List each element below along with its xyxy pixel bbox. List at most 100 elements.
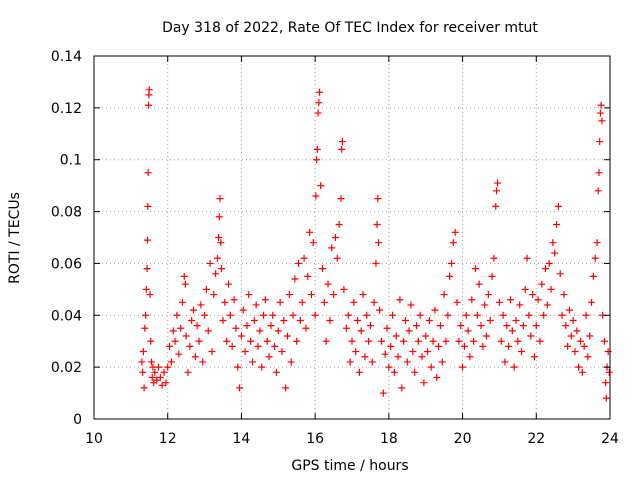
data-point <box>295 259 303 267</box>
data-point <box>190 306 198 314</box>
x-tick-label: 22 <box>527 431 545 447</box>
data-point <box>143 236 151 244</box>
data-point <box>225 280 233 288</box>
data-point <box>285 291 293 299</box>
data-point <box>418 353 426 361</box>
data-point <box>558 311 566 319</box>
data-point <box>216 195 224 203</box>
data-point <box>223 337 231 345</box>
data-point <box>547 285 555 293</box>
data-point <box>142 285 150 293</box>
data-point <box>317 182 325 190</box>
data-point <box>155 363 162 371</box>
data-point <box>304 272 312 280</box>
data-point <box>151 368 159 376</box>
data-point <box>464 327 472 335</box>
data-point <box>425 316 433 324</box>
data-point <box>385 363 393 371</box>
data-point <box>448 259 456 267</box>
data-point <box>232 324 240 332</box>
data-point <box>588 298 596 306</box>
data-point <box>237 332 245 340</box>
data-point <box>201 311 209 319</box>
data-point <box>156 374 164 382</box>
data-point <box>488 272 496 280</box>
data-point <box>494 179 502 187</box>
data-point <box>457 322 465 330</box>
data-point <box>284 332 291 340</box>
data-point <box>373 221 381 229</box>
data-point <box>191 353 199 361</box>
data-point <box>219 316 227 324</box>
data-point <box>248 358 256 366</box>
data-point <box>309 239 317 247</box>
data-point <box>333 254 341 262</box>
data-point <box>352 348 360 356</box>
data-point <box>359 291 367 299</box>
data-point <box>355 368 363 376</box>
data-point <box>518 348 526 356</box>
data-point <box>530 353 538 361</box>
data-point <box>313 156 321 164</box>
data-point <box>177 324 185 332</box>
data-point <box>569 316 577 324</box>
data-point <box>407 301 415 309</box>
data-point <box>565 306 573 314</box>
data-point <box>357 327 365 335</box>
chart-title: Day 318 of 2022, Rate Of TEC Index for r… <box>162 20 538 36</box>
data-point <box>538 280 546 288</box>
data-point <box>560 291 568 299</box>
data-point <box>466 353 474 361</box>
data-point <box>409 348 417 356</box>
data-point <box>230 296 238 304</box>
data-point <box>519 322 527 330</box>
data-point <box>602 379 610 387</box>
plot-frame <box>93 55 611 420</box>
data-point <box>460 342 468 350</box>
data-point <box>166 342 174 350</box>
data-point <box>221 298 229 306</box>
data-point <box>438 358 446 366</box>
grid-lines <box>94 56 610 419</box>
data-point <box>307 291 315 299</box>
data-point <box>396 296 404 304</box>
data-point <box>144 202 152 210</box>
data-point <box>139 368 147 376</box>
data-point <box>350 298 358 306</box>
data-point <box>578 368 586 376</box>
data-point <box>204 327 212 335</box>
data-point <box>287 358 295 366</box>
y-tick-labels: 0 0.02 0.04 0.06 0.08 0.1 0.12 0.14 <box>51 49 82 428</box>
data-point <box>291 275 299 283</box>
data-point <box>532 322 540 330</box>
data-point <box>184 368 192 376</box>
data-point <box>510 363 518 371</box>
data-point <box>320 298 328 306</box>
data-point <box>340 285 348 293</box>
data-point <box>435 342 443 350</box>
data-point <box>167 358 175 366</box>
data-point <box>379 389 387 397</box>
data-point <box>342 324 350 332</box>
data-point <box>241 348 249 356</box>
data-point <box>218 265 226 273</box>
x-tick-label: 10 <box>85 431 103 447</box>
data-point <box>153 376 161 384</box>
data-point <box>383 324 391 332</box>
data-point <box>324 280 332 288</box>
data-point <box>444 311 452 319</box>
data-point <box>591 254 599 262</box>
data-point <box>302 324 310 332</box>
data-point <box>575 363 583 371</box>
data-point <box>195 337 203 345</box>
y-tick-label: 0.14 <box>51 49 82 65</box>
data-point <box>366 322 374 330</box>
data-point <box>269 311 277 319</box>
data-point <box>146 291 154 299</box>
data-point <box>477 322 485 330</box>
data-point <box>554 202 562 210</box>
data-point <box>236 384 244 392</box>
data-point <box>446 272 454 280</box>
data-point <box>436 322 444 330</box>
